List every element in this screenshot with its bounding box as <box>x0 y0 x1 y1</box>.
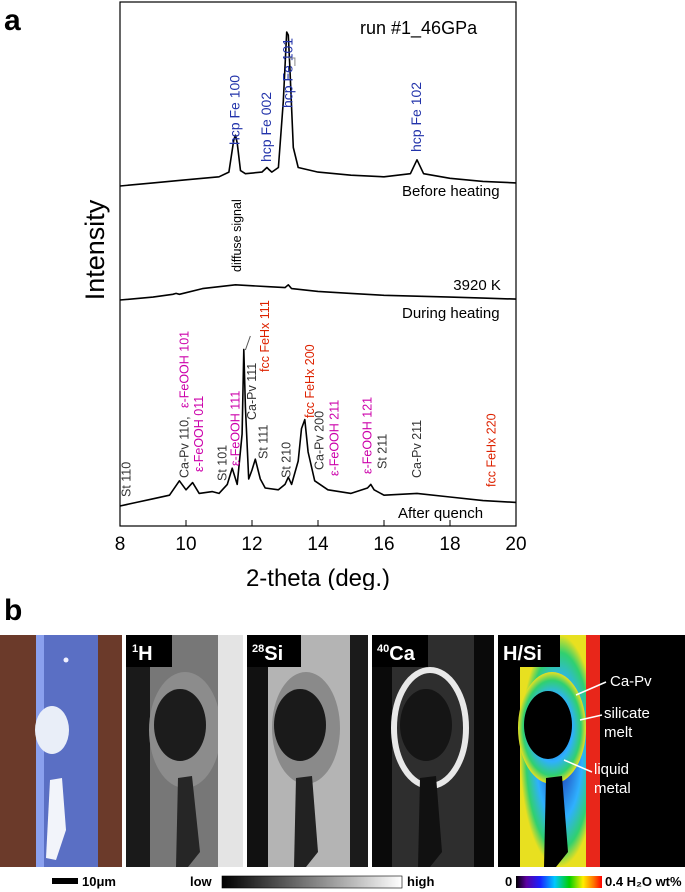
leader-line <box>244 335 251 351</box>
color-scale-bar <box>516 876 602 888</box>
hsi-label: H/Si <box>503 643 542 665</box>
series-label-before: Before heating <box>402 183 500 200</box>
annotation-label: ε-FeOOH 111 <box>229 391 243 466</box>
gray-scale-high: high <box>407 874 434 889</box>
panel-a-label: a <box>4 4 21 37</box>
gray-scale-low: low <box>190 874 213 889</box>
xrd-chart: a run #1_46GPa Intensity 2-theta (deg.) … <box>4 1 527 590</box>
x-axis-label: 2-theta (deg.) <box>246 565 390 590</box>
series-line-2 <box>119 348 517 507</box>
scale-bar-label: 10μm <box>82 874 116 889</box>
leader-line <box>288 57 296 66</box>
series-line-1 <box>119 283 517 301</box>
annotation-label: ε-FeOOH 101 <box>177 331 191 408</box>
series-label-after: After quench <box>398 505 483 522</box>
annotation-label: ε-FeOOH 011 <box>192 396 206 472</box>
x-tick-label: 20 <box>505 534 526 555</box>
run-label: run #1_46GPa <box>360 18 478 39</box>
annotation-label: ε-FeOOH 211 <box>328 400 342 476</box>
gray-scale-bar <box>221 875 403 889</box>
optical-image <box>0 635 122 867</box>
hsi-label-bg <box>498 635 560 667</box>
color-scale-max: 0.4 H₂O wt% <box>605 874 682 889</box>
callout-liquid: liquid <box>594 761 629 778</box>
ca40-label-bg <box>372 635 428 667</box>
annotation-label: fcc FeHx 220 <box>484 413 498 487</box>
annotation-label: hcp Fe 002 <box>258 92 274 162</box>
h1-label-bg <box>126 635 172 667</box>
annotation-label: hcp Fe 101 <box>279 38 295 108</box>
callout-silicate: silicate <box>604 705 650 722</box>
series-line-0 <box>119 31 517 187</box>
x-tick-label: 14 <box>307 534 329 555</box>
si28-label-bg <box>247 635 301 667</box>
series-label-during: During heating <box>402 305 500 322</box>
annotation-label: diffuse signal <box>230 199 244 272</box>
x-tick-label: 10 <box>175 534 196 555</box>
color-scale-min: 0 <box>505 874 512 889</box>
ca40-label: 40Ca <box>377 643 416 665</box>
callout-ca-pv: Ca-Pv <box>610 673 652 690</box>
annotation-group: hcp Fe 100 hcp Fe 002 hcp Fe 101 hcp Fe 102… <box>120 38 501 497</box>
x-tick-label: 18 <box>439 534 460 555</box>
callout-melt: melt <box>604 724 633 741</box>
annotation-label: St 110 <box>120 462 134 497</box>
x-tick-label: 12 <box>241 534 262 555</box>
annotation-label: 3920 K <box>453 277 501 294</box>
si28-label: 28Si <box>252 643 283 665</box>
callout-metal: metal <box>594 780 631 797</box>
h1-image: 1H <box>126 635 243 867</box>
annotation-label: hcp Fe 102 <box>408 82 424 152</box>
scale-bar <box>52 878 78 884</box>
x-tick-group: 8 10 12 14 16 18 20 <box>115 520 527 555</box>
si28-image: 28Si <box>247 635 368 867</box>
panel-b-label: b <box>4 594 22 627</box>
annotation-label: hcp Fe 100 <box>227 75 243 145</box>
annotation-label: St 210 <box>280 442 294 478</box>
annotation-label: St 101 <box>215 445 229 481</box>
h1-label: 1H <box>132 643 153 665</box>
hsi-image: H/Si Ca-Pv silicate melt liquid metal <box>498 635 685 867</box>
x-tick-label: 8 <box>115 534 126 555</box>
y-axis-label: Intensity <box>80 199 110 300</box>
panel-b: b 1H 28Si 40Ca <box>0 594 685 889</box>
annotation-label: fcc FeHx 200 <box>303 344 317 418</box>
x-tick-label: 16 <box>373 534 394 555</box>
annotation-label: Ca-Pv 200 <box>313 411 327 470</box>
annotation-label: Ca-Pv 111 <box>245 363 259 420</box>
curve-group <box>119 31 517 507</box>
annotation-label: St 111 <box>257 425 271 459</box>
annotation-label: Ca-Pv 110, <box>177 416 191 478</box>
ca40-image: 40Ca <box>372 635 494 867</box>
annotation-label: fcc FeHx 111 <box>258 300 272 372</box>
annotation-label: St 211 <box>375 434 389 469</box>
annotation-label: ε-FeOOH 121 <box>361 397 375 474</box>
annotation-label: Ca-Pv 211 <box>410 420 424 478</box>
